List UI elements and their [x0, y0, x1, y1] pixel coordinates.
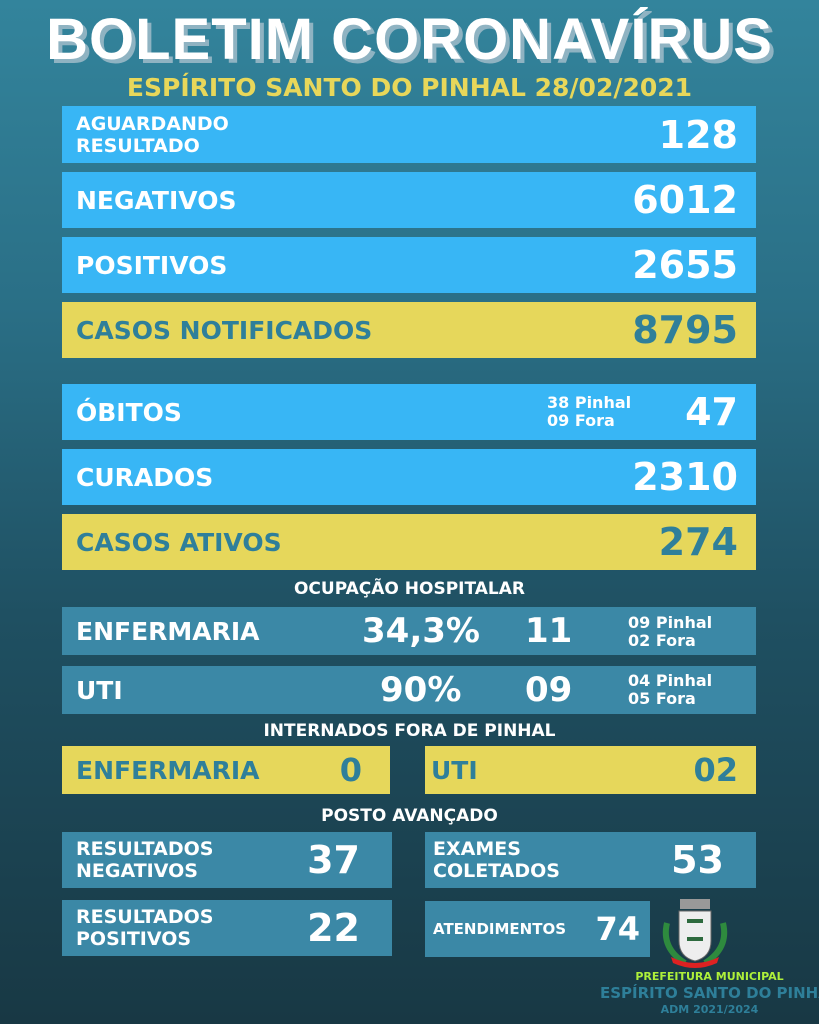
- posto-pos-label: RESULTADOS: [76, 906, 214, 928]
- obitos-label: ÓBITOS: [76, 397, 182, 427]
- posto-exam-label-2: COLETADOS: [433, 860, 560, 882]
- enfermaria-fora: 02 Fora: [628, 631, 696, 650]
- posto-atendimentos: ATENDIMENTOS 74: [425, 901, 650, 957]
- posto-neg-value: 37: [307, 838, 360, 882]
- posto-exames: EXAMES COLETADOS 53: [425, 832, 756, 888]
- negativos-label: NEGATIVOS: [76, 185, 237, 215]
- posto-pos-label-2: POSITIVOS: [76, 928, 192, 950]
- posto-pos-value: 22: [307, 906, 360, 950]
- posto-neg-label: RESULTADOS: [76, 838, 214, 860]
- footer-adm: ADM 2021/2024: [660, 1003, 759, 1016]
- aguardando-label: AGUARDANDO: [76, 112, 229, 135]
- page-title: BOLETIM CORONAVÍRUS: [46, 7, 773, 72]
- municipal-coat-of-arms-logo: [662, 899, 728, 968]
- posto-exam-value: 53: [671, 838, 724, 882]
- notificados-label: CASOS NOTIFICADOS: [76, 315, 373, 345]
- fora-enfermaria: ENFERMARIA 0: [62, 746, 390, 794]
- ocupacao-title: OCUPAÇÃO HOSPITALAR: [293, 579, 525, 599]
- uti-row: UTI 90% 09 04 Pinhal 05 Fora: [62, 666, 756, 714]
- negativos-value: 6012: [632, 178, 738, 222]
- ativos-card: CASOS ATIVOS 274: [62, 514, 756, 570]
- aguardando-value: 128: [658, 112, 738, 157]
- posto-negativos: RESULTADOS NEGATIVOS 37: [62, 832, 392, 888]
- atend-value: 74: [595, 910, 640, 948]
- notificados-value: 8795: [632, 308, 738, 352]
- uti-label: UTI: [76, 675, 123, 705]
- footer-city: ESPÍRITO SANTO DO PINHAL: [600, 984, 819, 1002]
- enfermaria-label: ENFERMARIA: [76, 616, 260, 646]
- enfermaria-row: ENFERMARIA 34,3% 11 09 Pinhal 02 Fora: [62, 607, 756, 655]
- ativos-label: CASOS ATIVOS: [76, 527, 282, 557]
- footer-prefeitura: PREFEITURA MUNICIPAL: [635, 970, 784, 983]
- curados-value: 2310: [632, 455, 738, 499]
- obitos-fora: 09 Fora: [547, 411, 615, 430]
- curados-label: CURADOS: [76, 462, 214, 492]
- atend-label: ATENDIMENTOS: [433, 920, 567, 938]
- fora-title: INTERNADOS FORA DE PINHAL: [263, 721, 556, 741]
- positivos-label: POSITIVOS: [76, 250, 228, 280]
- positivos-value: 2655: [632, 243, 738, 287]
- fora-uti: UTI 02: [425, 746, 756, 794]
- ativos-value: 274: [658, 520, 738, 564]
- posto-title: POSTO AVANÇADO: [321, 806, 498, 826]
- fora-enfermaria-value: 0: [339, 751, 362, 789]
- positivos-card: POSITIVOS 2655: [62, 237, 756, 293]
- obitos-value: 47: [685, 390, 738, 434]
- posto-positivos: RESULTADOS POSITIVOS 22: [62, 900, 392, 956]
- fora-enfermaria-label: ENFERMARIA: [76, 755, 260, 785]
- obitos-pinhal: 38 Pinhal: [547, 393, 632, 412]
- aguardando-label-2: RESULTADO: [76, 134, 200, 157]
- aguardando-card: AGUARDANDO RESULTADO 128: [62, 106, 756, 163]
- notificados-card: CASOS NOTIFICADOS 8795: [62, 302, 756, 358]
- obitos-card: ÓBITOS 38 Pinhal 09 Fora 47: [62, 384, 756, 440]
- uti-percent: 90%: [380, 670, 462, 710]
- posto-exam-label: EXAMES: [433, 838, 521, 860]
- negativos-card: NEGATIVOS 6012: [62, 172, 756, 228]
- posto-neg-label-2: NEGATIVOS: [76, 860, 198, 882]
- page-subtitle: ESPÍRITO SANTO DO PINHAL 28/02/2021: [126, 73, 693, 102]
- enfermaria-pinhal: 09 Pinhal: [628, 613, 713, 632]
- enfermaria-count: 11: [525, 611, 573, 651]
- fora-uti-label: UTI: [431, 755, 478, 785]
- fora-uti-value: 02: [693, 751, 738, 789]
- uti-fora: 05 Fora: [628, 689, 696, 708]
- uti-pinhal: 04 Pinhal: [628, 671, 713, 690]
- enfermaria-percent: 34,3%: [362, 611, 480, 651]
- uti-count: 09: [525, 670, 573, 710]
- curados-card: CURADOS 2310: [62, 449, 756, 505]
